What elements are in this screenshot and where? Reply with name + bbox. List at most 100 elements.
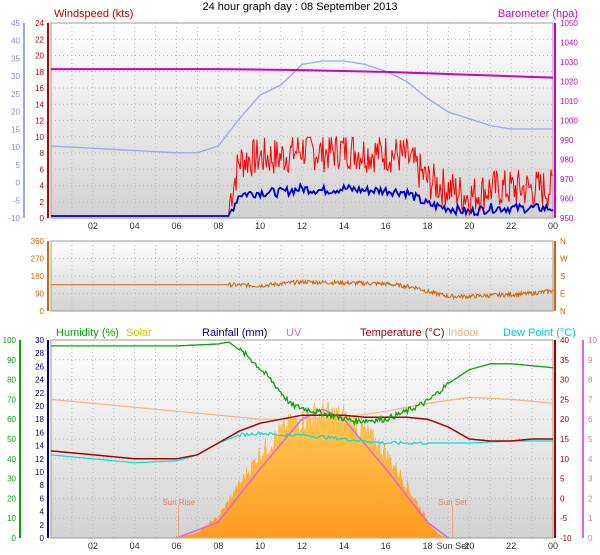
y-tick-label: 14 <box>35 442 44 451</box>
y-tick-label: 1020 <box>560 78 578 87</box>
x-tick-label: 08 <box>213 541 223 551</box>
y-tick-label: 1010 <box>560 97 578 106</box>
y-tick-label: 1000 <box>560 117 578 126</box>
y-tick-label: 950 <box>560 214 574 223</box>
y-tick-label: W <box>560 255 568 264</box>
y-tick-label: 0 <box>560 494 565 503</box>
series-dew-point <box>50 430 553 464</box>
y-tick-label: 960 <box>560 195 574 204</box>
y-tick-label: 10 <box>35 133 44 142</box>
y-tick-label: 1030 <box>560 58 578 67</box>
y-tick-label: 20 <box>35 52 44 61</box>
y-tick-label: 70 <box>7 395 16 404</box>
y-tick-label: 18 <box>35 415 44 424</box>
y-tick-label: N <box>560 307 566 316</box>
x-tick-label: 20 <box>464 221 474 231</box>
y-tick-label: 5 <box>588 435 593 444</box>
x-tick-label: 18 <box>422 541 432 551</box>
y-tick-label: 90 <box>35 290 44 299</box>
y-tick-label: 8 <box>588 376 593 385</box>
y-tick-label: 20 <box>7 494 16 503</box>
y-tick-label: 0 <box>40 214 45 223</box>
y-tick-label: 3 <box>588 475 593 484</box>
x-tick-label: 06 <box>171 221 181 231</box>
x-tick-label: 02 <box>88 541 98 551</box>
y-tick-label: 25 <box>560 395 569 404</box>
y-tick-label: 20 <box>560 415 569 424</box>
panel3-ticks: 1009080706050403020100302826242220181614… <box>3 336 598 551</box>
legend-humidity: Humidity (%) <box>56 327 119 339</box>
x-tick-label: 12 <box>297 221 307 231</box>
y-tick-label: 2 <box>40 521 45 530</box>
series-humidity <box>51 341 554 426</box>
y-tick-label: 12 <box>35 455 44 464</box>
y-tick-label: 4 <box>588 455 593 464</box>
y-tick-label: E <box>560 290 565 299</box>
x-tick-label: Sun Set <box>437 541 470 551</box>
baro-axis-label: Barometer (hpa) <box>498 8 578 20</box>
y-tick-label: 16 <box>35 428 44 437</box>
x-tick-label: 06 <box>171 541 181 551</box>
y-tick-label: 24 <box>35 19 44 28</box>
legend-rainfall: Rainfall (mm) <box>202 327 267 339</box>
y-tick-label: 45 <box>11 19 20 28</box>
x-tick-label: 02 <box>88 221 98 231</box>
panel3-series <box>50 341 554 539</box>
y-tick-label: 0 <box>16 179 21 188</box>
legend-dewpoint: Dew Point (°C) <box>503 327 576 339</box>
y-tick-label: 80 <box>7 376 16 385</box>
y-tick-label: 30 <box>35 336 44 345</box>
y-tick-label: 0 <box>588 534 593 543</box>
x-tick-label: 04 <box>130 221 140 231</box>
y-tick-label: 28 <box>35 349 44 358</box>
y-tick-label: 20 <box>11 108 20 117</box>
x-tick-label: 22 <box>506 541 516 551</box>
y-tick-label: 15 <box>560 435 569 444</box>
y-tick-label: 30 <box>11 72 20 81</box>
y-tick-label: 0 <box>40 534 45 543</box>
legend-solar: Solar <box>126 327 152 339</box>
y-tick-label: 6 <box>40 165 45 174</box>
y-tick-label: 18 <box>35 68 44 77</box>
y-tick-label: 10 <box>11 143 20 152</box>
y-tick-label: 180 <box>31 272 45 281</box>
series-indoor <box>50 396 554 420</box>
panel1-series <box>50 60 554 217</box>
y-tick-label: N <box>560 237 566 246</box>
series-windspeed-avg <box>51 182 554 217</box>
series-barometer <box>51 68 554 79</box>
y-tick-label: 2 <box>40 198 45 207</box>
y-tick-label: 26 <box>35 362 44 371</box>
y-tick-label: 6 <box>588 415 593 424</box>
sunset-label: Sun Set <box>438 498 467 507</box>
series-wind-direction <box>51 278 553 300</box>
panel3-legend: Humidity (%) Solar Rainfall (mm) UV Temp… <box>56 327 576 339</box>
y-tick-label: 270 <box>31 255 45 264</box>
x-tick-label: 14 <box>339 221 349 231</box>
series-solar <box>176 401 449 539</box>
y-tick-label: 35 <box>560 356 569 365</box>
y-tick-label: 10 <box>588 336 597 345</box>
y-tick-label: -10 <box>8 214 20 223</box>
series-uv <box>176 408 449 539</box>
y-tick-label: 2 <box>588 494 593 503</box>
y-tick-label: 7 <box>588 395 593 404</box>
y-tick-label: 6 <box>40 494 45 503</box>
y-tick-label: 360 <box>31 237 45 246</box>
y-tick-label: 50 <box>7 435 16 444</box>
y-tick-label: 16 <box>35 84 44 93</box>
y-tick-label: 100 <box>3 336 17 345</box>
y-tick-label: 12 <box>35 117 44 126</box>
y-tick-label: 14 <box>35 100 44 109</box>
x-tick-label: 16 <box>381 221 391 231</box>
y-tick-label: 9 <box>588 356 593 365</box>
y-tick-label: 10 <box>7 514 16 523</box>
y-tick-label: 1050 <box>560 19 578 28</box>
y-tick-label: 22 <box>35 389 44 398</box>
y-tick-label: 10 <box>35 468 44 477</box>
y-tick-label: -5 <box>13 196 21 205</box>
x-tick-label: 22 <box>506 221 516 231</box>
y-tick-label: 90 <box>7 356 16 365</box>
